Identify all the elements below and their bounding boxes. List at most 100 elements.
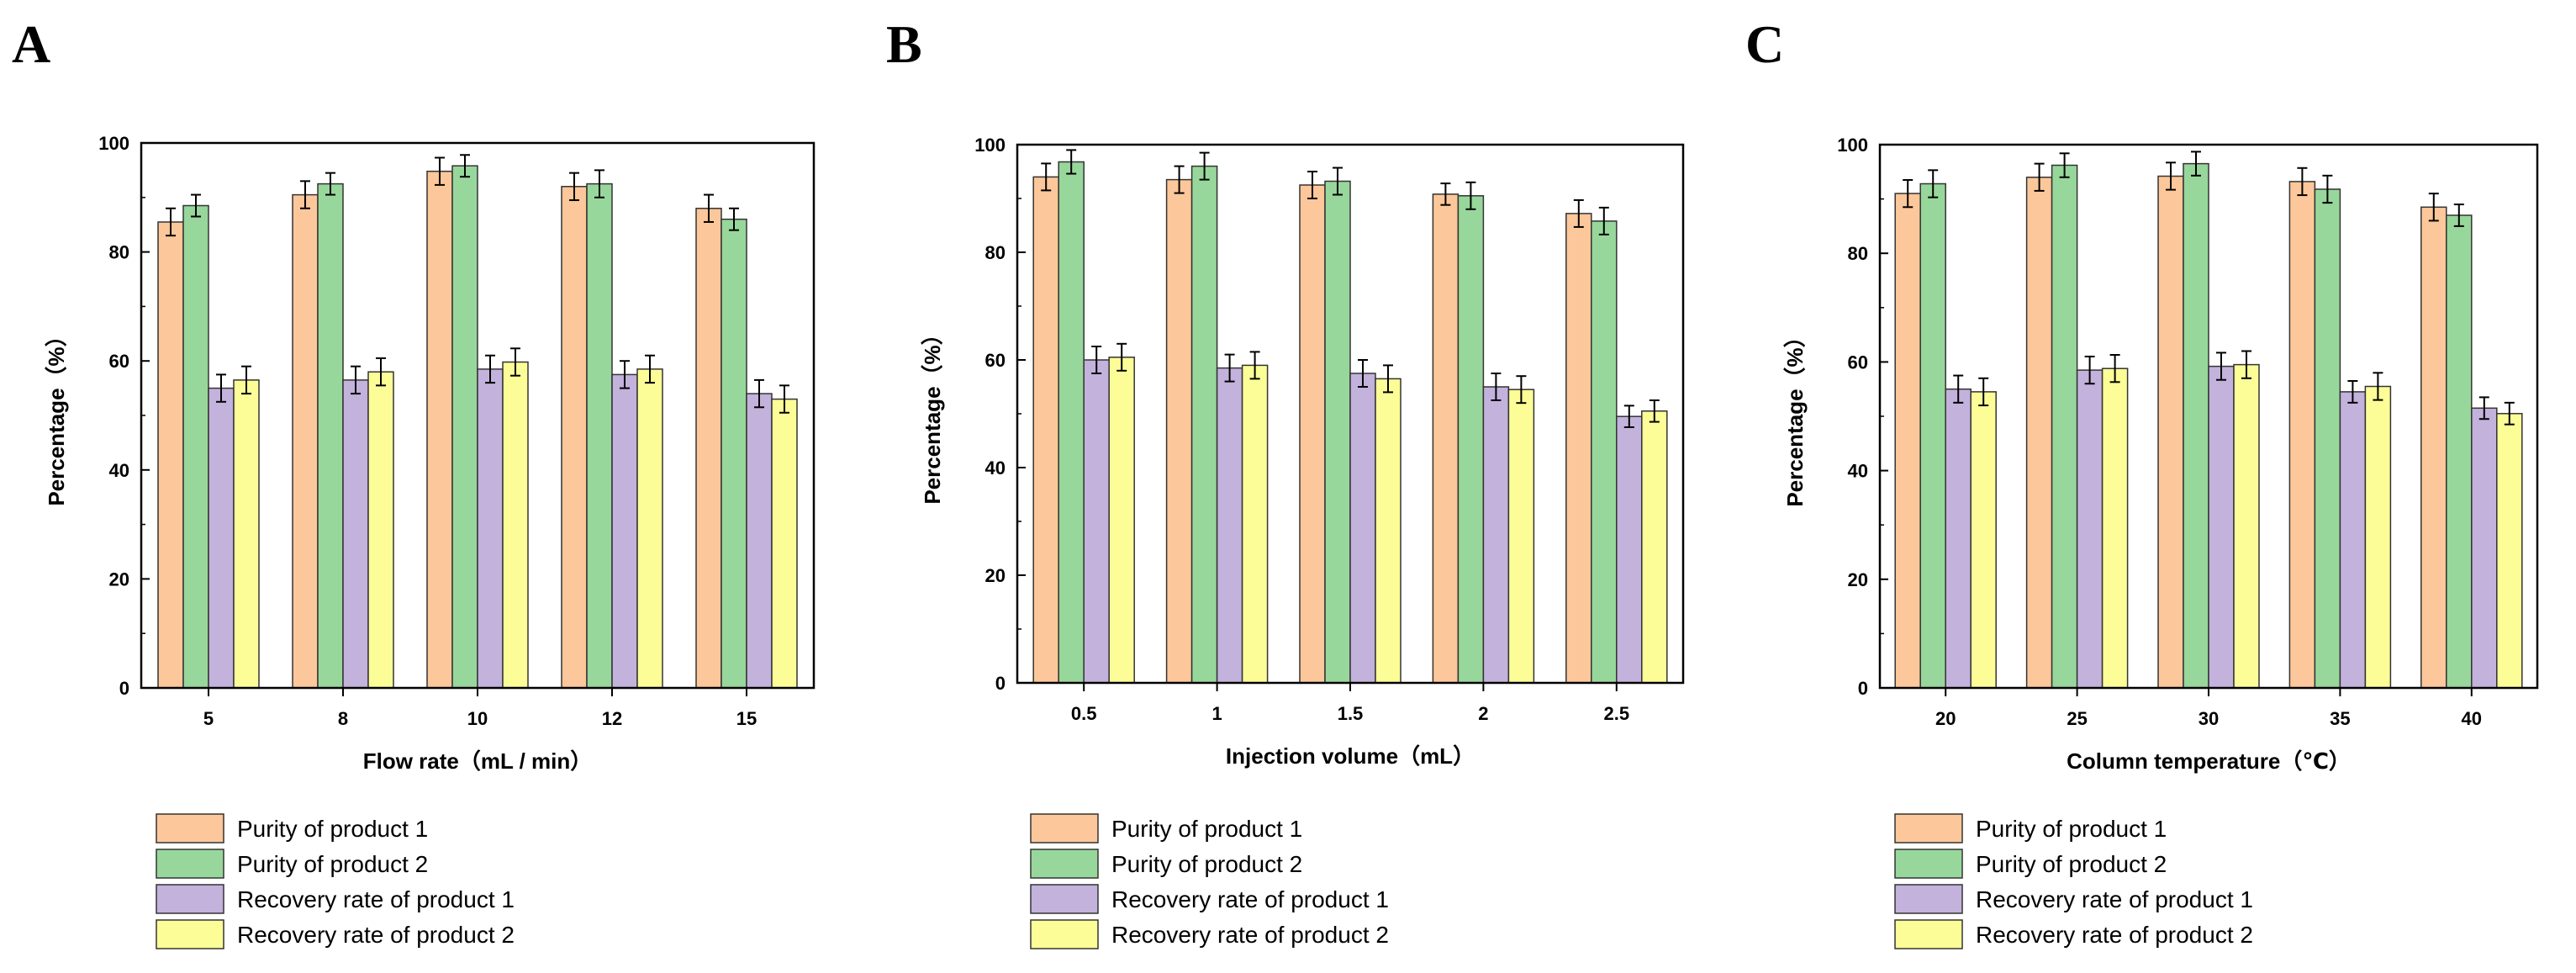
bar-purity1-1 (1165, 178, 1193, 684)
x-tick-label-35: 35 (2330, 708, 2350, 729)
legend-label-recovery2: Recovery rate of product 2 (1111, 922, 1389, 948)
y-tick-label-20: 20 (109, 568, 129, 590)
x-tick-label-10: 10 (467, 708, 488, 729)
bar-purity1-5 (157, 221, 184, 689)
bar-purity1-30 (2157, 175, 2184, 689)
y-tick-label-0: 0 (995, 673, 1006, 694)
bar-recovery2-1 (1241, 364, 1269, 684)
bar-recovery1-2.5 (1616, 415, 1643, 684)
legend-swatch-purity2 (156, 849, 224, 879)
bar-recovery1-20 (1945, 388, 1972, 689)
bar-recovery1-5 (208, 387, 235, 689)
legend: Purity of product 1 Purity of product 2 Re… (1894, 813, 2253, 949)
legend-swatch-recovery2 (1030, 919, 1099, 949)
legend-swatch-purity2 (1894, 849, 1963, 879)
bar-purity1-2 (1432, 193, 1460, 684)
legend-swatch-recovery1 (1030, 884, 1099, 914)
bar-purity1-40 (2420, 206, 2447, 689)
panel-letter-a: A (12, 14, 50, 74)
bar-purity2-25 (2051, 164, 2078, 689)
bar-recovery1-35 (2339, 391, 2367, 689)
bar-purity1-20 (1894, 193, 1921, 689)
legend-label-purity1: Purity of product 1 (1111, 816, 1302, 842)
x-tick-label-12: 12 (602, 708, 622, 729)
panel-b: B 0 20 40 60 80 100 0.5 1 1.5 2 2.5 Injection volum… (886, 14, 1685, 949)
y-tick-label-60: 60 (1848, 352, 1868, 373)
legend-label-recovery1: Recovery rate of product 1 (237, 886, 515, 912)
y-tick-label-100: 100 (1837, 135, 1868, 156)
bar-recovery2-30 (2233, 363, 2260, 689)
bar-purity2-10 (451, 165, 478, 689)
bar-purity2-1.5 (1324, 180, 1351, 684)
bar-recovery2-2 (1507, 389, 1535, 684)
x-axis-title: Injection volume（mL） (1226, 743, 1475, 769)
legend-label-recovery2: Recovery rate of product 2 (237, 922, 515, 948)
legend-label-purity2: Purity of product 2 (237, 851, 428, 877)
x-tick-label-2: 2 (1478, 703, 1488, 724)
y-axis-title: Percentage（%） (920, 323, 945, 504)
legend-label-recovery2: Recovery rate of product 2 (1976, 922, 2253, 948)
bar-purity1-12 (561, 186, 588, 689)
bar-purity2-2 (1457, 195, 1485, 684)
y-tick-label-40: 40 (1848, 461, 1868, 482)
bar-purity2-30 (2183, 162, 2209, 689)
x-tick-label-8: 8 (338, 708, 348, 729)
legend-label-purity1: Purity of product 1 (237, 816, 428, 842)
bar-purity1-1.5 (1299, 184, 1326, 684)
x-tick-label-1.5: 1.5 (1338, 703, 1364, 724)
y-tick-label-40: 40 (109, 460, 129, 481)
bar-recovery2-5 (233, 379, 260, 689)
legend-swatch-recovery1 (1894, 884, 1963, 914)
x-tick-label-40: 40 (2462, 708, 2482, 729)
bar-recovery2-15 (771, 398, 798, 689)
bar-purity1-8 (292, 193, 319, 689)
bar-recovery1-12 (611, 373, 638, 689)
y-tick-label-100: 100 (974, 135, 1006, 156)
bar-purity2-40 (2446, 214, 2473, 689)
bar-recovery1-2 (1482, 386, 1510, 684)
bar-recovery2-10 (502, 361, 529, 689)
bar-recovery2-12 (636, 368, 663, 689)
x-tick-label-0.5: 0.5 (1071, 703, 1097, 724)
legend-label-recovery1: Recovery rate of product 1 (1111, 886, 1389, 912)
legend-swatch-recovery2 (156, 919, 224, 949)
y-tick-label-80: 80 (1848, 243, 1868, 264)
y-axis-title: Percentage（%） (1782, 325, 1808, 506)
bar-purity2-5 (182, 204, 209, 689)
bar-recovery2-1.5 (1375, 378, 1401, 684)
bar-recovery1-15 (746, 393, 773, 689)
bar-recovery2-8 (367, 371, 394, 689)
bar-recovery2-0.5 (1108, 357, 1135, 684)
panel-c: C 0 20 40 60 80 100 20 25 30 35 40 Column temperatu… (1745, 14, 2539, 949)
legend-swatch-recovery2 (1894, 919, 1963, 949)
bar-purity2-20 (1919, 182, 1946, 689)
x-tick-label-15: 15 (736, 708, 757, 729)
bar-recovery1-10 (477, 368, 504, 689)
bar-purity2-12 (586, 182, 613, 689)
bar-recovery1-30 (2208, 365, 2235, 689)
x-tick-label-25: 25 (2067, 708, 2087, 729)
legend-swatch-purity1 (156, 813, 224, 843)
bar-purity1-15 (695, 208, 722, 689)
legend-swatch-purity2 (1030, 849, 1099, 879)
y-tick-label-20: 20 (1848, 569, 1868, 590)
bar-recovery1-0.5 (1083, 359, 1110, 684)
bar-purity2-0.5 (1058, 161, 1085, 684)
panel-a: A 0 20 40 60 80 100 5 8 10 12 15 Flow rate（mL / min… (12, 14, 816, 949)
bar-recovery1-40 (2471, 407, 2498, 689)
bar-purity1-10 (426, 170, 453, 689)
bar-purity2-35 (2314, 188, 2341, 689)
x-tick-label-1: 1 (1211, 703, 1222, 724)
y-tick-label-60: 60 (109, 351, 129, 372)
bar-recovery1-1.5 (1349, 373, 1376, 684)
legend-label-purity2: Purity of product 2 (1111, 851, 1302, 877)
x-axis-title: Column temperature（℃） (2067, 748, 2351, 774)
bar-purity1-0.5 (1032, 176, 1059, 684)
bar-recovery1-25 (2076, 369, 2104, 689)
y-tick-label-0: 0 (1858, 678, 1868, 699)
y-tick-label-100: 100 (98, 133, 129, 154)
legend-swatch-purity1 (1894, 813, 1963, 843)
bar-purity2-8 (317, 182, 344, 689)
legend-label-purity2: Purity of product 2 (1976, 851, 2167, 877)
